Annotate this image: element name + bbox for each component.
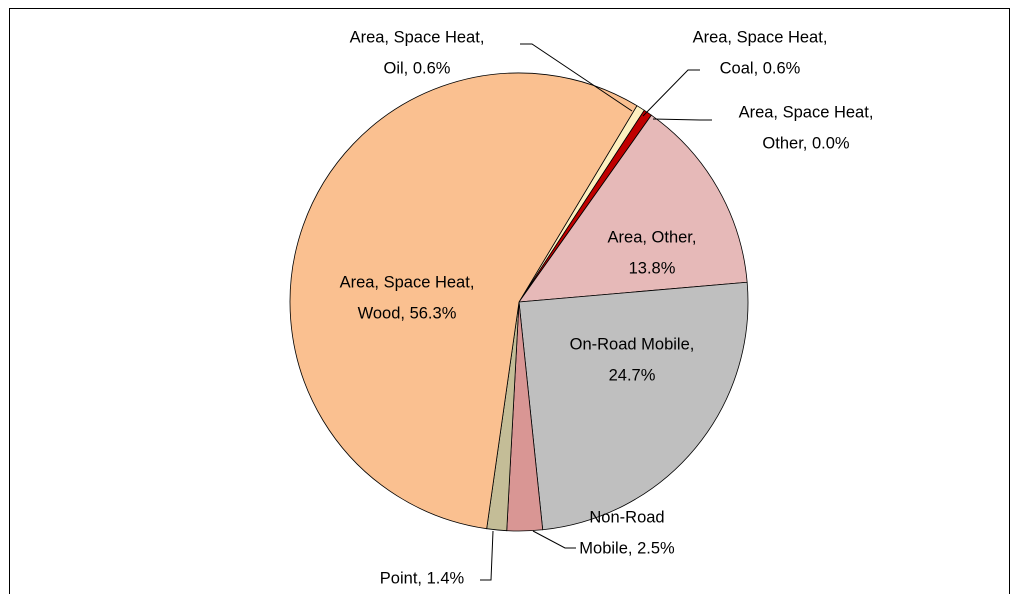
data-label: Point, 1.4% [380, 569, 465, 587]
data-label: Area, Space Heat, [739, 103, 874, 121]
data-label: Mobile, 2.5% [579, 539, 675, 557]
data-label: Area, Other, [608, 228, 697, 246]
data-label: 24.7% [609, 366, 656, 384]
pie-slice [518, 114, 748, 303]
leader-line [652, 118, 712, 121]
data-label: Wood, 56.3% [358, 304, 457, 322]
leader-line [480, 530, 494, 581]
data-label: Area, Space Heat, [693, 28, 828, 46]
data-label: Oil, 0.6% [384, 59, 451, 77]
pie [289, 72, 749, 532]
data-label: Area, Space Heat, [350, 28, 485, 46]
pie-slice [289, 72, 638, 530]
data-labels: Area, Space Heat, Oil, 0.6% Area, Space He… [340, 28, 874, 587]
data-label: On-Road Mobile, [570, 335, 695, 353]
leader-line [520, 43, 633, 112]
data-label: 13.8% [629, 259, 676, 277]
leader-line [642, 69, 700, 117]
data-label: Other, 0.0% [762, 134, 849, 152]
data-label: Area, Space Heat, [340, 273, 475, 291]
pie-slice [518, 281, 749, 531]
leader-lines [480, 43, 712, 581]
data-label: Coal, 0.6% [720, 59, 801, 77]
leader-line [532, 530, 576, 549]
data-label: Non-Road [589, 508, 664, 526]
